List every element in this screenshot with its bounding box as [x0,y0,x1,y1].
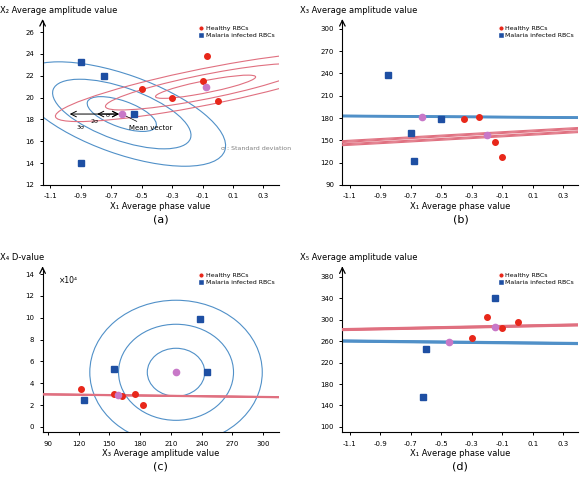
X-axis label: X₃ Average amplitude value: X₃ Average amplitude value [102,449,220,458]
Text: X₅ Average amplitude value: X₅ Average amplitude value [300,253,418,262]
X-axis label: X₁ Average phase value: X₁ Average phase value [410,449,510,458]
Legend: Healthy RBCs, Malaria infected RBCs: Healthy RBCs, Malaria infected RBCs [197,24,276,39]
Text: (c): (c) [153,462,168,472]
X-axis label: X₁ Average phase value: X₁ Average phase value [410,202,510,211]
Text: σ: σ [106,113,110,119]
Text: X₂ Average amplitude value: X₂ Average amplitude value [0,6,117,15]
Text: (b): (b) [453,215,468,225]
X-axis label: X₁ Average phase value: X₁ Average phase value [110,202,211,211]
Legend: Healthy RBCs, Malaria infected RBCs: Healthy RBCs, Malaria infected RBCs [497,272,575,286]
Text: 3σ: 3σ [77,125,85,130]
Legend: Healthy RBCs, Malaria infected RBCs: Healthy RBCs, Malaria infected RBCs [497,24,575,39]
Text: Mean vector: Mean vector [124,115,173,131]
Text: ×10⁴: ×10⁴ [59,276,78,285]
Text: 2σ: 2σ [91,120,98,124]
Text: σ : Standard deviation: σ : Standard deviation [221,146,291,151]
Text: (a): (a) [153,215,168,225]
Text: X₄ D-value: X₄ D-value [0,253,44,262]
Text: X₃ Average amplitude value: X₃ Average amplitude value [300,6,417,15]
Text: (d): (d) [453,462,468,472]
Legend: Healthy RBCs, Malaria infected RBCs: Healthy RBCs, Malaria infected RBCs [197,272,276,286]
